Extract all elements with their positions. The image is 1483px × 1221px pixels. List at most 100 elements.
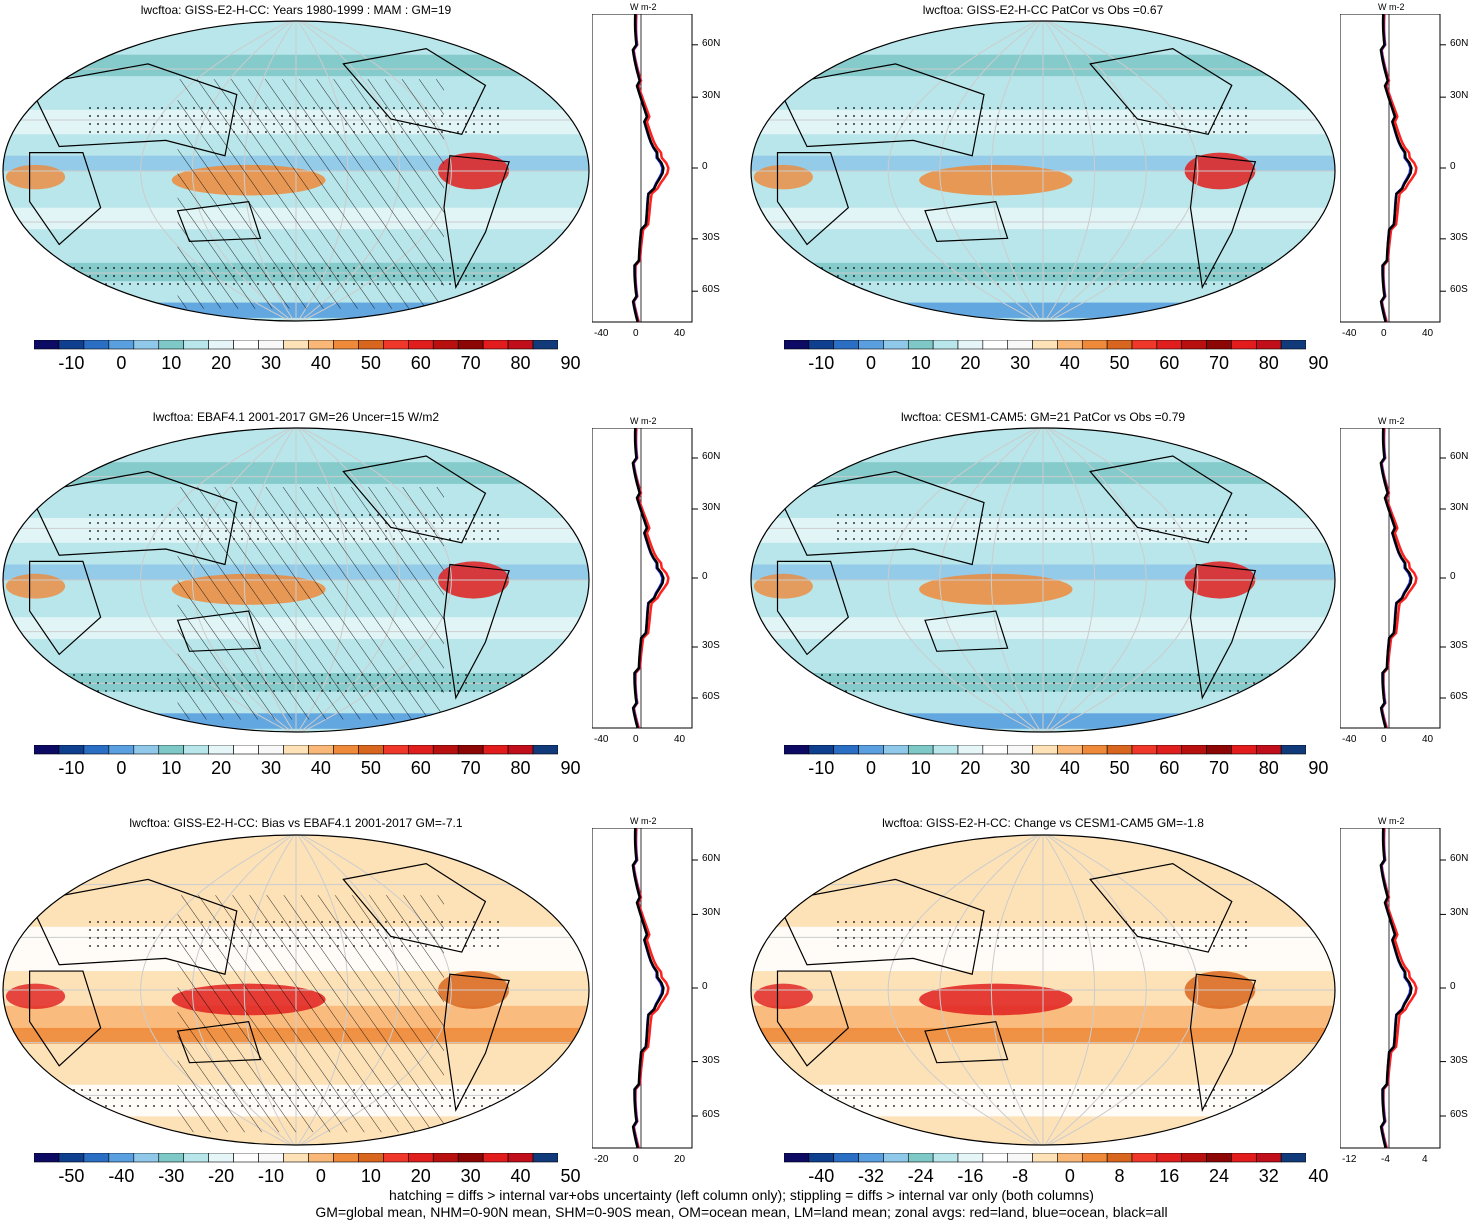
panel-title: lwcftoa: GISS-E2-H-CC PatCor vs Obs =0.6… <box>922 3 1164 17</box>
colorbar-label: 0 <box>865 353 876 373</box>
colorbar-swatch <box>507 340 534 350</box>
colorbar-label: 0 <box>865 758 876 778</box>
colorbar <box>34 340 558 350</box>
zonal-x-tick-label: 0 <box>633 734 639 745</box>
zonal-x-tick-label: -12 <box>1342 1154 1357 1165</box>
zonal-curve <box>631 14 664 323</box>
colorbar-label: 50 <box>360 353 381 373</box>
colorbar-swatch <box>858 340 884 350</box>
colorbar-swatch <box>283 745 309 755</box>
zonal-x-tick-label: 4 <box>1422 1154 1428 1165</box>
colorbar-swatch <box>957 745 984 755</box>
colorbar-label: 60 <box>410 758 431 778</box>
colorbar-label: 8 <box>1114 1166 1125 1186</box>
lat-tick-label: 30N <box>1450 907 1469 919</box>
colorbar-swatch <box>407 1153 434 1163</box>
colorbar-label: 90 <box>1308 758 1329 778</box>
colorbar-swatch <box>1057 745 1083 755</box>
colorbar-swatch <box>1206 1153 1232 1163</box>
colorbar-label: -16 <box>957 1166 984 1186</box>
zonal-x-tick-label: 0 <box>633 328 639 339</box>
colorbar-label: 10 <box>161 353 182 373</box>
colorbar-label: 70 <box>460 353 481 373</box>
lat-tick-label: 60S <box>1450 1109 1468 1120</box>
colorbar-swatch <box>208 340 234 350</box>
colorbar-swatch <box>1081 340 1108 350</box>
colorbar-label: 30 <box>1010 353 1031 373</box>
lat-tick-label: 60N <box>1450 37 1469 49</box>
colorbar-label: 50 <box>1109 758 1130 778</box>
colorbar-swatch <box>283 340 309 350</box>
colorbar-label: 70 <box>460 758 481 778</box>
lat-tick-label: 0 <box>702 571 708 582</box>
colorbar-label: 10 <box>910 353 931 373</box>
zonal-curve <box>631 14 665 323</box>
colorbar-swatch <box>1206 745 1232 755</box>
zonal-x-tick-label: -40 <box>1342 734 1357 745</box>
colorbar-swatch <box>808 1153 835 1163</box>
map-panel <box>750 20 1336 322</box>
colorbar-label: -30 <box>158 1166 185 1186</box>
colorbar-swatch <box>1106 745 1133 755</box>
colorbar-label: 24 <box>1208 1166 1230 1186</box>
colorbar-swatch <box>183 340 209 350</box>
colorbar-swatch <box>1181 1153 1207 1163</box>
lat-tick-label: 60N <box>1450 853 1469 864</box>
colorbar-swatch <box>1032 1153 1058 1163</box>
colorbar-swatch <box>1131 340 1158 350</box>
zonal-x-tick-label: 0 <box>1381 328 1387 339</box>
colorbar-swatch <box>808 340 835 350</box>
footer-notes: hatching = diffs > internal var+obs unce… <box>0 1187 1483 1221</box>
colorbar-swatch <box>957 340 984 350</box>
lat-tick-label: 30S <box>702 231 720 243</box>
colorbar-swatch <box>183 745 209 755</box>
colorbar-swatch <box>58 1153 85 1163</box>
colorbar-label: 90 <box>1308 353 1329 373</box>
lat-tick-label: 30N <box>702 90 721 102</box>
colorbar-swatch <box>108 1153 135 1163</box>
colorbar-label: 50 <box>560 1166 581 1186</box>
zonal-curve <box>1379 828 1413 1149</box>
zonal-mean-plot <box>1340 428 1446 729</box>
zonal-curve <box>1379 828 1412 1149</box>
colorbar-swatch <box>957 1153 984 1163</box>
zonal-x-tick-label: 0 <box>1381 734 1387 745</box>
colorbar-swatch <box>457 340 484 350</box>
colorbar-label: 40 <box>310 758 331 778</box>
colorbar-swatch <box>1156 745 1183 755</box>
colorbar-label: -10 <box>258 1166 285 1186</box>
zonal-mean-plot <box>592 428 698 729</box>
colorbar-swatch <box>358 745 384 755</box>
colorbar-label: 50 <box>1109 353 1130 373</box>
colorbar-swatch <box>1231 1153 1257 1163</box>
colorbar-swatch <box>1156 1153 1183 1163</box>
colorbar-swatch <box>858 1153 884 1163</box>
colorbar-label: 0 <box>1064 1166 1075 1186</box>
colorbar-label: -10 <box>808 353 835 373</box>
lat-tick-label: 60N <box>702 853 721 864</box>
colorbar-label: -24 <box>907 1166 934 1186</box>
lat-tick-label: 60N <box>702 37 721 49</box>
colorbar-label: 0 <box>116 353 127 373</box>
colorbar-swatch <box>432 340 459 350</box>
colorbar-label: 20 <box>410 1166 431 1186</box>
colorbar-label: 40 <box>510 1166 531 1186</box>
colorbar-label: 40 <box>1059 758 1080 778</box>
colorbar-label: 80 <box>510 353 531 373</box>
colorbar-label: -40 <box>108 1166 135 1186</box>
colorbar-swatch <box>333 745 359 755</box>
colorbar-swatch <box>83 1153 110 1163</box>
colorbar-swatch <box>932 340 959 350</box>
colorbar-swatch <box>358 1153 384 1163</box>
colorbar-swatch <box>1206 340 1232 350</box>
colorbar-swatch <box>883 340 909 350</box>
colorbar-label: -8 <box>1012 1166 1029 1186</box>
colorbar-swatch <box>258 1153 284 1163</box>
colorbar-label: -10 <box>58 758 85 778</box>
lat-tick-label: 30S <box>702 640 720 651</box>
colorbar-label: 30 <box>261 353 282 373</box>
colorbar-swatch <box>1007 340 1033 350</box>
colorbar-swatch <box>1032 340 1058 350</box>
zonal-x-tick-label: -40 <box>594 734 609 745</box>
colorbar-swatch <box>907 745 934 755</box>
